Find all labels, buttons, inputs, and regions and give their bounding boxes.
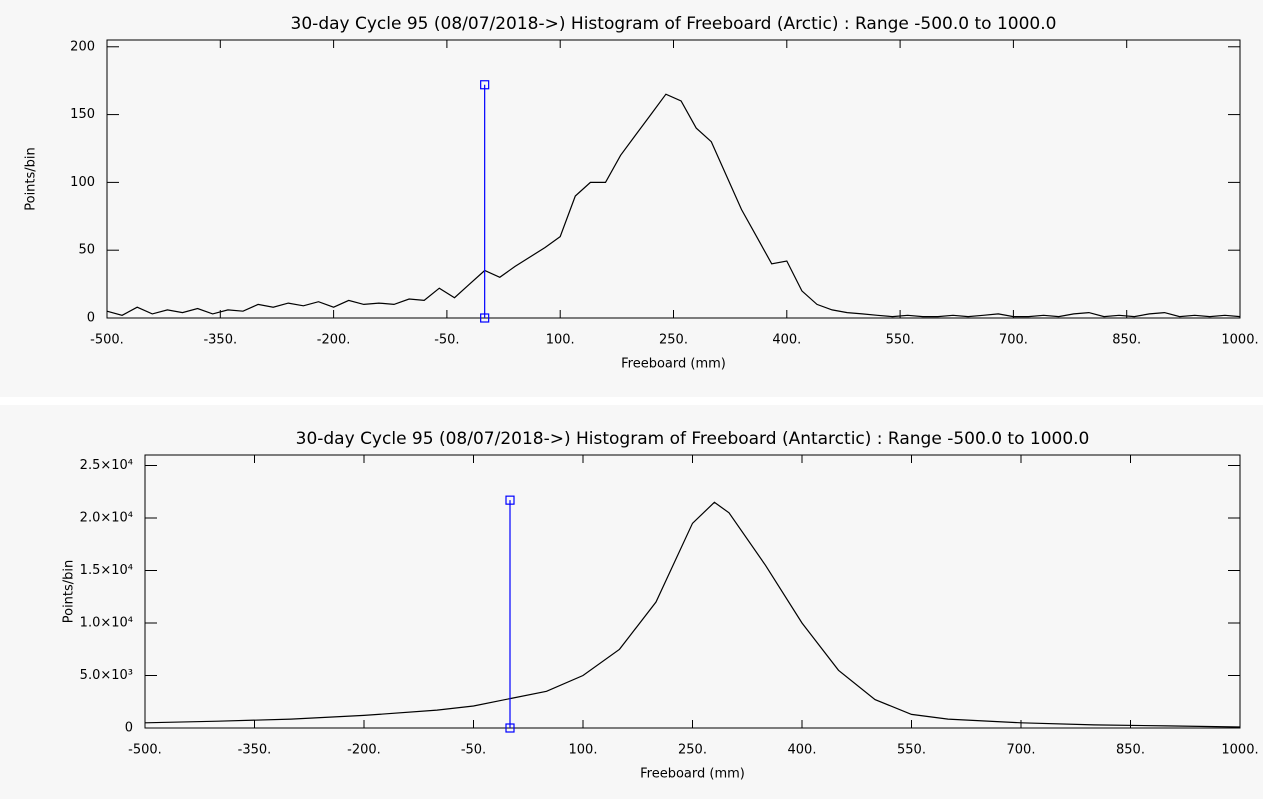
- x-tick-label: 550.: [886, 333, 915, 348]
- x-tick-label: 100.: [569, 743, 598, 758]
- x-tick-label: -500.: [128, 743, 162, 758]
- x-tick-label: 400.: [772, 333, 801, 348]
- x-tick-label: -50.: [461, 743, 486, 758]
- x-axis-label: Freeboard (mm): [640, 767, 745, 782]
- x-tick-label: 700.: [999, 333, 1028, 348]
- x-tick-label: 250.: [678, 743, 707, 758]
- x-tick-label: -200.: [317, 333, 351, 348]
- x-tick-label: 250.: [659, 333, 688, 348]
- chart-title: 30-day Cycle 95 (08/07/2018->) Histogram…: [291, 14, 1057, 34]
- x-tick-label: -50.: [434, 333, 459, 348]
- x-tick-label: 850.: [1112, 333, 1141, 348]
- y-axis-label: Points/bin: [62, 560, 77, 624]
- y-tick-label: 2.5×10⁴: [80, 458, 133, 473]
- y-tick-label: 100: [70, 175, 95, 190]
- x-tick-label: 1000.: [1221, 743, 1258, 758]
- x-tick-label: 700.: [1007, 743, 1036, 758]
- y-tick-label: 50: [78, 243, 95, 258]
- x-tick-label: -350.: [203, 333, 237, 348]
- marker-point: [480, 80, 490, 90]
- x-tick-label: 100.: [546, 333, 575, 348]
- x-axis-label: Freeboard (mm): [621, 357, 726, 372]
- y-tick-label: 1.0×10⁴: [80, 616, 133, 631]
- x-tick-label: -500.: [90, 333, 124, 348]
- y-tick-label: 1.5×10⁴: [80, 563, 133, 578]
- chart-title: 30-day Cycle 95 (08/07/2018->) Histogram…: [296, 429, 1090, 449]
- y-tick-label: 200: [70, 39, 95, 54]
- x-tick-label: 550.: [897, 743, 926, 758]
- x-tick-label: 400.: [788, 743, 817, 758]
- x-tick-label: -350.: [238, 743, 272, 758]
- y-tick-label: 2.0×10⁴: [80, 511, 133, 526]
- marker-point: [505, 723, 515, 733]
- data-line: [144, 501, 1241, 728]
- y-axis-label: Points/bin: [24, 147, 39, 211]
- x-tick-label: 1000.: [1221, 333, 1258, 348]
- marker-point: [480, 313, 490, 323]
- marker-point: [505, 495, 515, 505]
- panel-bg: [0, 0, 1263, 397]
- x-tick-label: 850.: [1116, 743, 1145, 758]
- panel-bg: [0, 405, 1263, 799]
- x-tick-label: -200.: [347, 743, 381, 758]
- data-line: [106, 93, 1241, 318]
- y-tick-label: 150: [70, 107, 95, 122]
- y-tick-label: 0: [87, 311, 95, 326]
- y-tick-label: 0: [125, 721, 133, 736]
- y-tick-label: 5.0×10³: [80, 668, 133, 683]
